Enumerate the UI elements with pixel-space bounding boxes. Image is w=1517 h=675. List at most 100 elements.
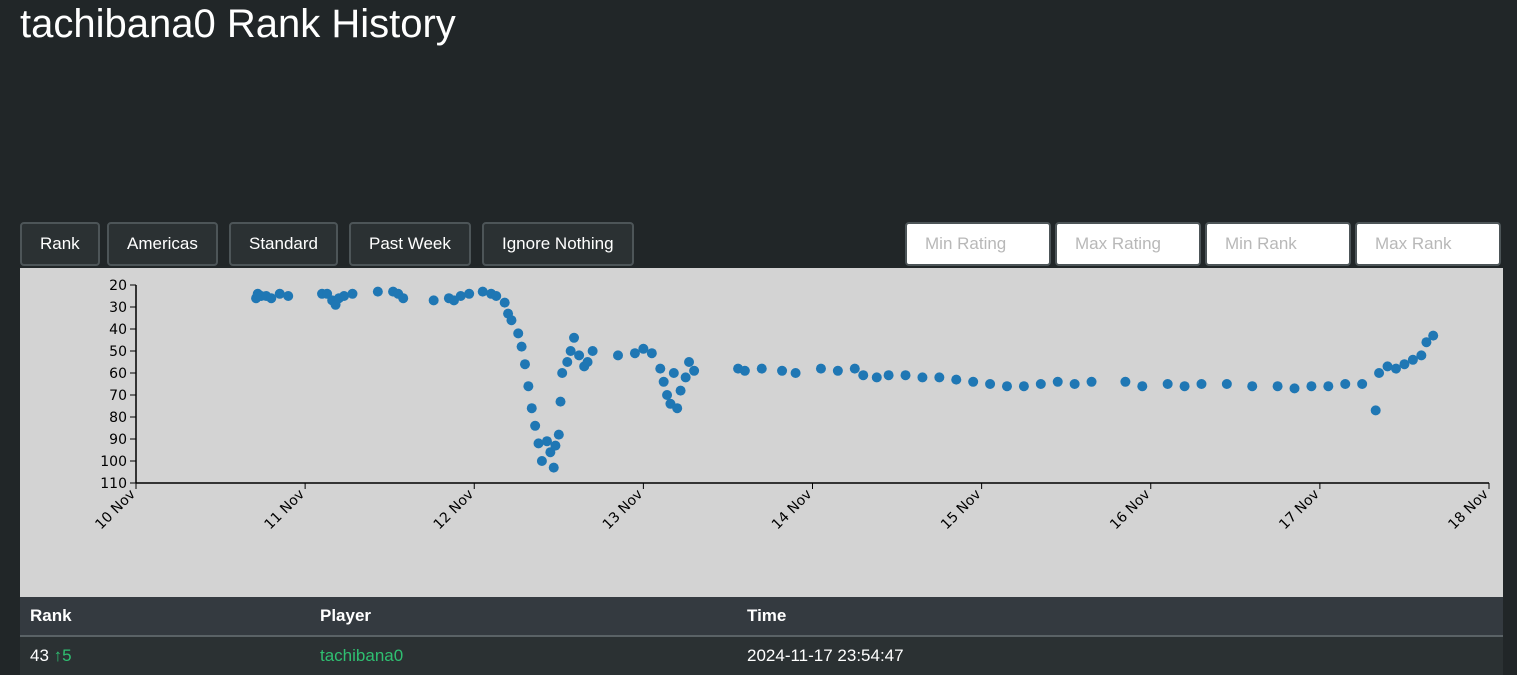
data-point	[557, 368, 568, 378]
data-point	[655, 363, 666, 374]
data-point	[646, 348, 657, 359]
data-point	[1086, 376, 1097, 387]
data-point	[464, 288, 475, 299]
data-point	[1162, 379, 1173, 389]
data-point	[1390, 363, 1401, 374]
y-tick-label: 80	[109, 410, 127, 426]
data-point	[790, 368, 801, 378]
data-point	[900, 370, 911, 381]
data-point	[1001, 381, 1012, 392]
data-point	[550, 440, 561, 451]
data-point	[548, 462, 559, 473]
y-tick-label: 70	[109, 388, 127, 404]
data-point	[658, 376, 669, 387]
data-point	[1370, 405, 1381, 416]
data-point	[668, 368, 679, 378]
column-header: Time	[737, 597, 1503, 637]
data-point	[917, 372, 928, 383]
data-point	[582, 357, 593, 367]
data-point	[266, 293, 277, 304]
data-point	[883, 370, 894, 381]
button[interactable]: Americas	[107, 222, 218, 266]
data-point	[756, 363, 767, 374]
text-input[interactable]	[1055, 222, 1201, 266]
data-point	[739, 365, 750, 376]
data-point	[574, 350, 585, 361]
data-point	[1137, 381, 1148, 392]
data-point	[1035, 379, 1046, 389]
data-point	[530, 420, 541, 431]
y-tick-label: 90	[109, 432, 127, 448]
data-point	[777, 365, 788, 376]
rank-cell: 43 ↑5	[20, 636, 310, 675]
data-point	[1018, 381, 1029, 392]
x-tick-label: 13 Nov	[600, 487, 646, 533]
text-input[interactable]	[905, 222, 1051, 266]
data-point	[672, 403, 683, 414]
data-point	[951, 374, 962, 385]
text-input[interactable]	[1355, 222, 1501, 266]
column-header: Player	[310, 597, 737, 637]
data-point	[347, 288, 358, 299]
y-tick-label: 100	[100, 454, 127, 470]
x-tick-label: 10 Nov	[92, 487, 138, 533]
data-point	[680, 372, 691, 383]
data-point	[968, 376, 979, 387]
data-point	[587, 346, 598, 356]
y-tick-label: 60	[109, 366, 127, 382]
data-point	[1306, 381, 1317, 392]
data-point	[1247, 381, 1258, 392]
data-point	[562, 357, 573, 367]
data-point	[638, 343, 649, 354]
data-point	[1179, 381, 1190, 392]
data-point	[1340, 379, 1351, 389]
data-point	[477, 286, 488, 297]
data-point	[1289, 383, 1300, 394]
data-point	[526, 403, 537, 414]
data-point	[1407, 354, 1418, 365]
data-point	[1221, 379, 1232, 389]
rank-change: ↑5	[53, 646, 72, 665]
data-point	[553, 429, 564, 440]
data-point	[455, 291, 466, 301]
player-link[interactable]: tachibana0	[310, 636, 737, 675]
data-point	[689, 365, 700, 376]
y-tick-label: 30	[109, 300, 127, 316]
x-tick-label: 16 Nov	[1107, 487, 1153, 533]
button[interactable]: Standard	[229, 222, 338, 266]
button[interactable]: Rank	[20, 222, 100, 266]
data-point	[1382, 361, 1393, 372]
data-point	[684, 357, 695, 367]
data-point	[1052, 376, 1063, 387]
y-tick-label: 110	[100, 476, 127, 492]
button[interactable]: Past Week	[349, 222, 471, 266]
table-header: Rank Player Time	[20, 597, 1503, 637]
data-point	[491, 291, 502, 301]
data-point	[1374, 368, 1385, 378]
table-row: 43 ↑5 tachibana0 2024-11-17 23:54:47	[20, 636, 1503, 675]
data-point	[1416, 350, 1427, 361]
data-point	[1272, 381, 1283, 392]
data-point	[871, 372, 882, 383]
data-point	[569, 332, 580, 343]
data-point	[428, 295, 439, 306]
data-point	[565, 346, 576, 356]
y-tick-label: 20	[109, 278, 127, 294]
data-point	[1357, 379, 1368, 389]
data-point	[934, 372, 945, 383]
data-point	[372, 286, 383, 297]
data-point	[849, 363, 860, 374]
button[interactable]: Ignore Nothing	[482, 222, 634, 266]
data-point	[1399, 359, 1410, 370]
text-input[interactable]	[1205, 222, 1351, 266]
data-point	[541, 436, 552, 447]
data-point	[555, 396, 566, 407]
data-point	[339, 291, 350, 301]
data-point	[499, 297, 510, 308]
data-point	[533, 438, 544, 449]
data-point	[516, 341, 527, 352]
data-point	[1120, 376, 1131, 387]
data-point	[523, 381, 534, 392]
y-tick-label: 40	[109, 322, 127, 338]
